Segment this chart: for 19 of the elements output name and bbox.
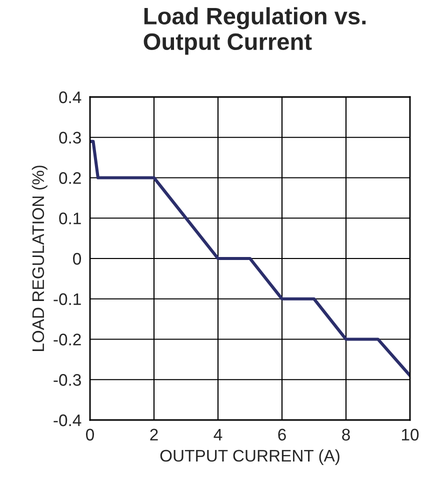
x-tick-label: 2 [150,428,158,440]
x-axis-title: OUTPUT CURRENT (A) [160,449,340,465]
y-tick-label: 0.1 [59,212,81,224]
line-series [90,140,410,378]
y-tick-label: -0.1 [54,293,81,306]
x-tick-label: 8 [342,428,350,441]
x-tick-label: 10 [402,428,419,441]
x-tick-label: 6 [278,428,286,441]
y-tick-label: 0.3 [59,132,81,144]
y-tick-label: 0.2 [59,172,81,184]
y-tick-label: -0.2 [54,334,81,346]
x-tick-label: 4 [214,428,222,440]
y-tick-label: 0.4 [59,91,82,104]
y-tick-label: -0.3 [54,374,81,386]
x-tick-label: 0 [86,428,94,441]
y-axis-title: LOAD REGULATION (%) [32,166,48,351]
chart-title: Load Regulation vs. Output Current [144,7,366,55]
y-tick-label: 0 [73,252,82,265]
y-tick-label: -0.4 [54,414,82,426]
